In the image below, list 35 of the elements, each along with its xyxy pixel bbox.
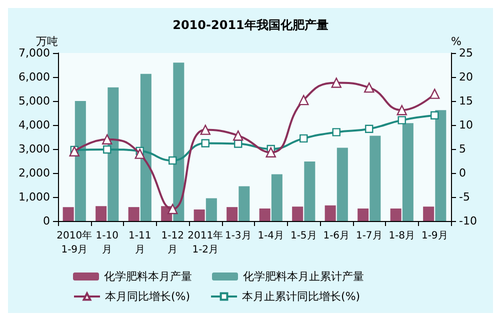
legend-label: 化学肥料本月产量 bbox=[104, 270, 192, 283]
legend-label: 化学肥料本月止累计产量 bbox=[243, 270, 364, 283]
x-tick-label: 1-5月 bbox=[290, 230, 317, 242]
x-tick-label: 2011年 1-2月 bbox=[188, 230, 224, 256]
x-tick-label: 1-10 月 bbox=[96, 230, 118, 256]
y2-tick-label: 15 bbox=[459, 94, 473, 108]
y-tick-label: 6,000 bbox=[18, 70, 50, 84]
legend-label: 本月同比增长(%) bbox=[105, 290, 190, 303]
x-tick-label: 1-7月 bbox=[356, 230, 382, 242]
y2-tick-label: 20 bbox=[459, 70, 473, 84]
y-tick-label: 1,000 bbox=[18, 190, 50, 204]
y2-tick-label: -5 bbox=[459, 190, 470, 204]
x-tick-label: 1-3月 bbox=[224, 230, 252, 242]
x-tick-label: 2010年 1-9月 bbox=[56, 230, 92, 256]
y2-tick-label: -10 bbox=[459, 214, 477, 228]
y2-tick-label: 0 bbox=[459, 166, 466, 180]
x-tick-label: 1-12 月 bbox=[161, 230, 184, 256]
y-tick-label: 3,000 bbox=[18, 142, 50, 156]
x-tick-label: 1-9月 bbox=[421, 230, 448, 242]
y-tick-label: 4,000 bbox=[18, 118, 50, 132]
chart-title: 2010-2011年我国化肥产量 bbox=[172, 18, 328, 32]
y-axis-title: 万吨 bbox=[36, 35, 58, 48]
y2-tick-label: 25 bbox=[459, 46, 473, 60]
y-tick-label: 0 bbox=[43, 214, 50, 228]
y2-tick-label: 10 bbox=[459, 118, 473, 132]
x-tick-label: 1-6月 bbox=[323, 230, 350, 242]
y2-axis-title: % bbox=[451, 35, 462, 48]
y-tick-label: 5,000 bbox=[18, 94, 50, 108]
x-tick-label: 1-8月 bbox=[388, 230, 416, 242]
y-tick-label: 7,000 bbox=[18, 46, 50, 60]
x-tick-label: 1-4月 bbox=[258, 230, 284, 242]
x-tick-label: 1-11 月 bbox=[128, 230, 152, 256]
y2-tick-label: 5 bbox=[459, 142, 466, 156]
legend-label: 本月止累计同比增长(%) bbox=[242, 290, 360, 303]
y-tick-label: 2,000 bbox=[18, 166, 50, 180]
